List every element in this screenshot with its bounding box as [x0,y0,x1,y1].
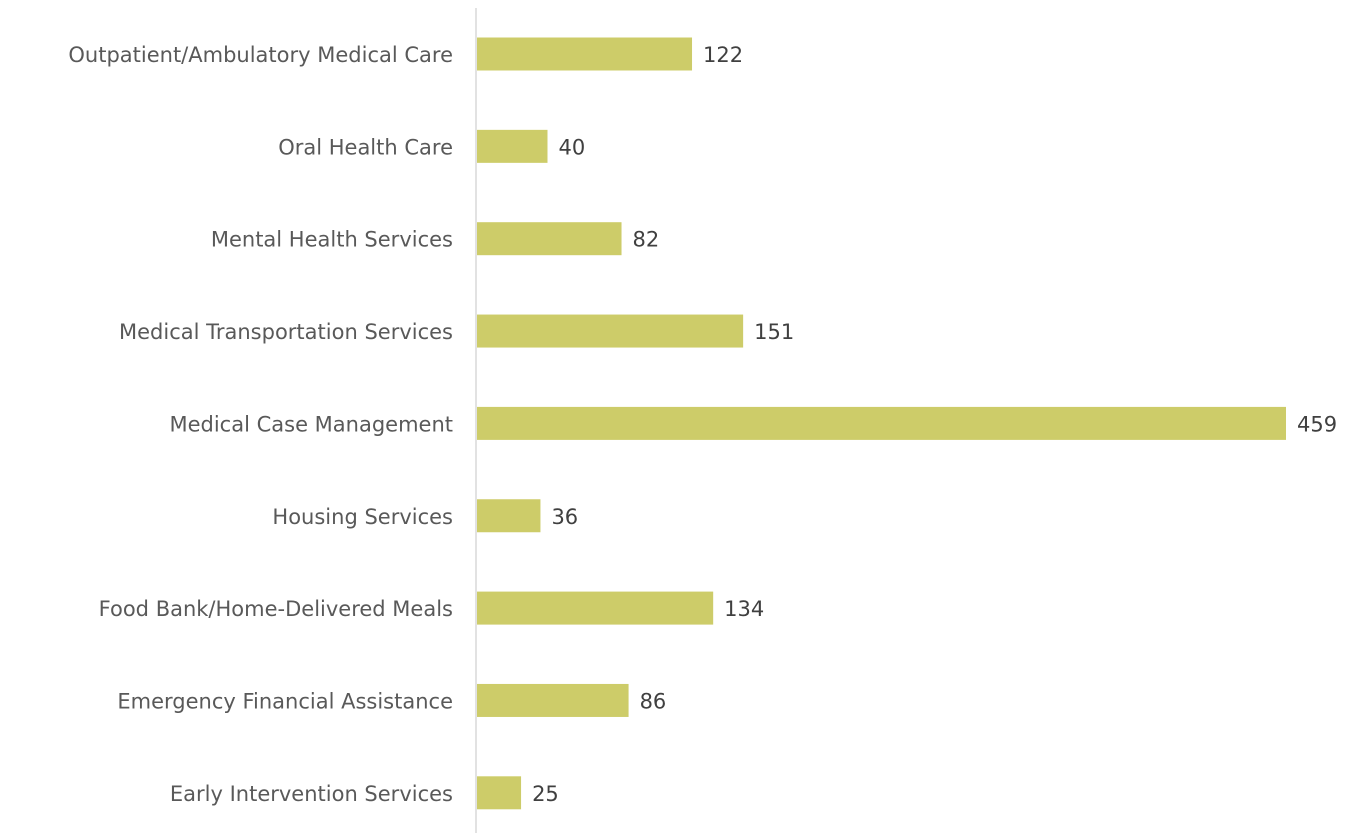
value-label: 151 [754,320,794,344]
value-label: 122 [703,43,743,67]
bar [477,222,622,256]
category-label: Housing Services [272,505,453,529]
category-label: Outpatient/Ambulatory Medical Care [68,43,453,67]
value-label: 82 [633,228,660,252]
bar [477,406,1286,440]
value-label: 25 [532,782,559,806]
bar [477,683,629,717]
category-label: Emergency Financial Assistance [117,689,453,713]
value-label: 36 [551,505,578,529]
category-label: Food Bank/Home-Delivered Meals [99,597,453,621]
bar [477,129,548,163]
bar [477,591,714,625]
category-label: Medical Transportation Services [119,320,453,344]
category-label: Mental Health Services [211,228,453,252]
value-label: 40 [559,135,586,159]
bar [477,314,744,348]
bar [477,776,522,810]
bar [477,37,693,71]
bar [477,499,541,533]
category-label: Medical Case Management [169,412,453,436]
category-label: Oral Health Care [278,135,453,159]
value-label: 86 [640,689,667,713]
category-label: Early Intervention Services [170,782,453,806]
value-label: 459 [1297,412,1337,436]
value-label: 134 [724,597,764,621]
